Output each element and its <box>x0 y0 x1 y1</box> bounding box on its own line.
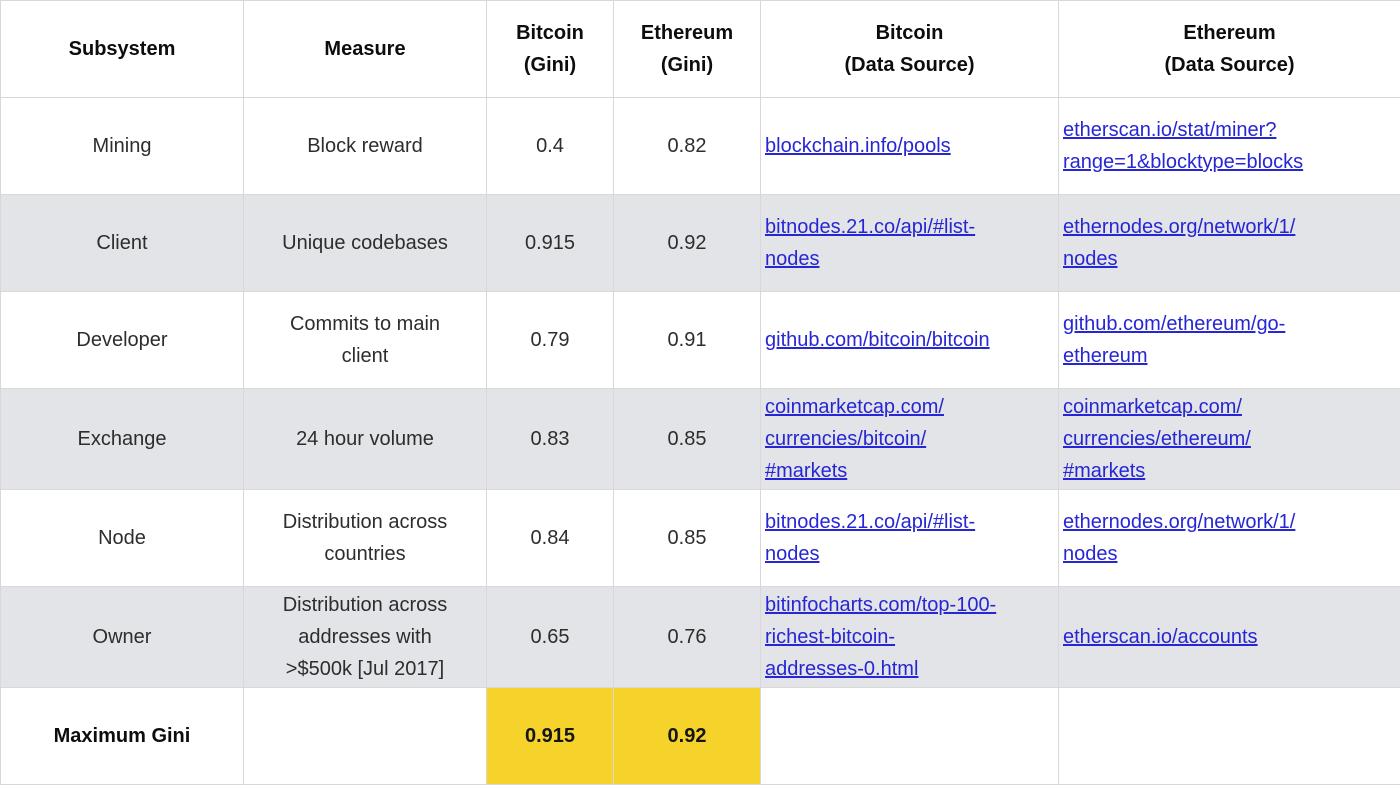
col-header-bitcoin-gini: Bitcoin (Gini) <box>486 0 614 98</box>
bitcoin-source-link[interactable]: bitinfocharts.com/top-100- richest-bitco… <box>765 594 997 680</box>
header-row: Subsystem Measure Bitcoin (Gini) Ethereu… <box>0 0 1400 98</box>
ethereum-source-cell: etherscan.io/stat/miner? range=1&blockty… <box>1058 97 1400 195</box>
measure-cell: Block reward <box>243 97 487 195</box>
table-footer: Maximum Gini 0.915 0.92 <box>0 687 1400 785</box>
bitcoin-gini-cell: 0.4 <box>486 97 614 195</box>
table-row-owner: Owner Distribution across addresses with… <box>0 586 1400 688</box>
subsystem-cell: Node <box>0 489 244 587</box>
measure-cell: 24 hour volume <box>243 388 487 490</box>
ethereum-source-cell: ethernodes.org/network/1/ nodes <box>1058 194 1400 292</box>
ethereum-gini-cell: 0.92 <box>613 194 761 292</box>
ethereum-source-link[interactable]: coinmarketcap.com/ currencies/ethereum/ … <box>1063 396 1251 482</box>
max-gini-bitcoin-value: 0.915 <box>486 687 614 785</box>
table-body: Mining Block reward 0.4 0.82 blockchain.… <box>0 97 1400 688</box>
col-header-ethereum-source: Ethereum (Data Source) <box>1058 0 1400 98</box>
bitcoin-gini-cell: 0.915 <box>486 194 614 292</box>
col-header-subsystem: Subsystem <box>0 0 244 98</box>
ethereum-source-link[interactable]: etherscan.io/accounts <box>1063 626 1258 648</box>
bitcoin-gini-cell: 0.65 <box>486 586 614 688</box>
subsystem-cell: Mining <box>0 97 244 195</box>
subsystem-cell: Client <box>0 194 244 292</box>
bitcoin-gini-cell: 0.83 <box>486 388 614 490</box>
ethereum-gini-cell: 0.91 <box>613 291 761 389</box>
bitcoin-source-link[interactable]: bitnodes.21.co/api/#list- nodes <box>765 216 976 270</box>
bitcoin-gini-cell: 0.79 <box>486 291 614 389</box>
ethereum-source-cell: coinmarketcap.com/ currencies/ethereum/ … <box>1058 388 1400 490</box>
bitcoin-source-cell: blockchain.info/pools <box>760 97 1059 195</box>
empty-cell <box>760 687 1059 785</box>
empty-cell <box>243 687 487 785</box>
empty-cell <box>1058 687 1400 785</box>
bitcoin-source-link[interactable]: github.com/bitcoin/bitcoin <box>765 329 990 351</box>
table-row-mining: Mining Block reward 0.4 0.82 blockchain.… <box>0 97 1400 195</box>
table-header: Subsystem Measure Bitcoin (Gini) Ethereu… <box>0 0 1400 98</box>
ethereum-source-link[interactable]: etherscan.io/stat/miner? range=1&blockty… <box>1063 119 1304 173</box>
max-gini-ethereum-value: 0.92 <box>613 687 761 785</box>
bitcoin-gini-cell: 0.84 <box>486 489 614 587</box>
bitcoin-source-cell: bitnodes.21.co/api/#list- nodes <box>760 489 1059 587</box>
table-row-exchange: Exchange 24 hour volume 0.83 0.85 coinma… <box>0 388 1400 490</box>
ethereum-source-link[interactable]: ethernodes.org/network/1/ nodes <box>1063 216 1296 270</box>
measure-cell: Distribution across countries <box>243 489 487 587</box>
table-row-node: Node Distribution across countries 0.84 … <box>0 489 1400 587</box>
measure-cell: Commits to main client <box>243 291 487 389</box>
bitcoin-source-link[interactable]: coinmarketcap.com/ currencies/bitcoin/ #… <box>765 396 944 482</box>
ethereum-source-link[interactable]: ethernodes.org/network/1/ nodes <box>1063 511 1296 565</box>
ethereum-source-link[interactable]: github.com/ethereum/go- ethereum <box>1063 313 1286 367</box>
bitcoin-source-link[interactable]: bitnodes.21.co/api/#list- nodes <box>765 511 976 565</box>
col-header-bitcoin-source: Bitcoin (Data Source) <box>760 0 1059 98</box>
ethereum-source-cell: github.com/ethereum/go- ethereum <box>1058 291 1400 389</box>
table-row-client: Client Unique codebases 0.915 0.92 bitno… <box>0 194 1400 292</box>
ethereum-gini-cell: 0.85 <box>613 489 761 587</box>
col-header-ethereum-gini: Ethereum (Gini) <box>613 0 761 98</box>
bitcoin-source-cell: github.com/bitcoin/bitcoin <box>760 291 1059 389</box>
ethereum-gini-cell: 0.85 <box>613 388 761 490</box>
ethereum-source-cell: ethernodes.org/network/1/ nodes <box>1058 489 1400 587</box>
measure-cell: Distribution across addresses with >$500… <box>243 586 487 688</box>
max-gini-label: Maximum Gini <box>0 687 244 785</box>
subsystem-cell: Exchange <box>0 388 244 490</box>
table-row-developer: Developer Commits to main client 0.79 0.… <box>0 291 1400 389</box>
bitcoin-source-cell: coinmarketcap.com/ currencies/bitcoin/ #… <box>760 388 1059 490</box>
measure-cell: Unique codebases <box>243 194 487 292</box>
subsystem-cell: Developer <box>0 291 244 389</box>
max-gini-row: Maximum Gini 0.915 0.92 <box>0 687 1400 785</box>
bitcoin-source-link[interactable]: blockchain.info/pools <box>765 135 951 157</box>
bitcoin-source-cell: bitnodes.21.co/api/#list- nodes <box>760 194 1059 292</box>
col-header-measure: Measure <box>243 0 487 98</box>
bitcoin-source-cell: bitinfocharts.com/top-100- richest-bitco… <box>760 586 1059 688</box>
ethereum-gini-cell: 0.82 <box>613 97 761 195</box>
ethereum-gini-cell: 0.76 <box>613 586 761 688</box>
subsystem-cell: Owner <box>0 586 244 688</box>
ethereum-source-cell: etherscan.io/accounts <box>1058 586 1400 688</box>
